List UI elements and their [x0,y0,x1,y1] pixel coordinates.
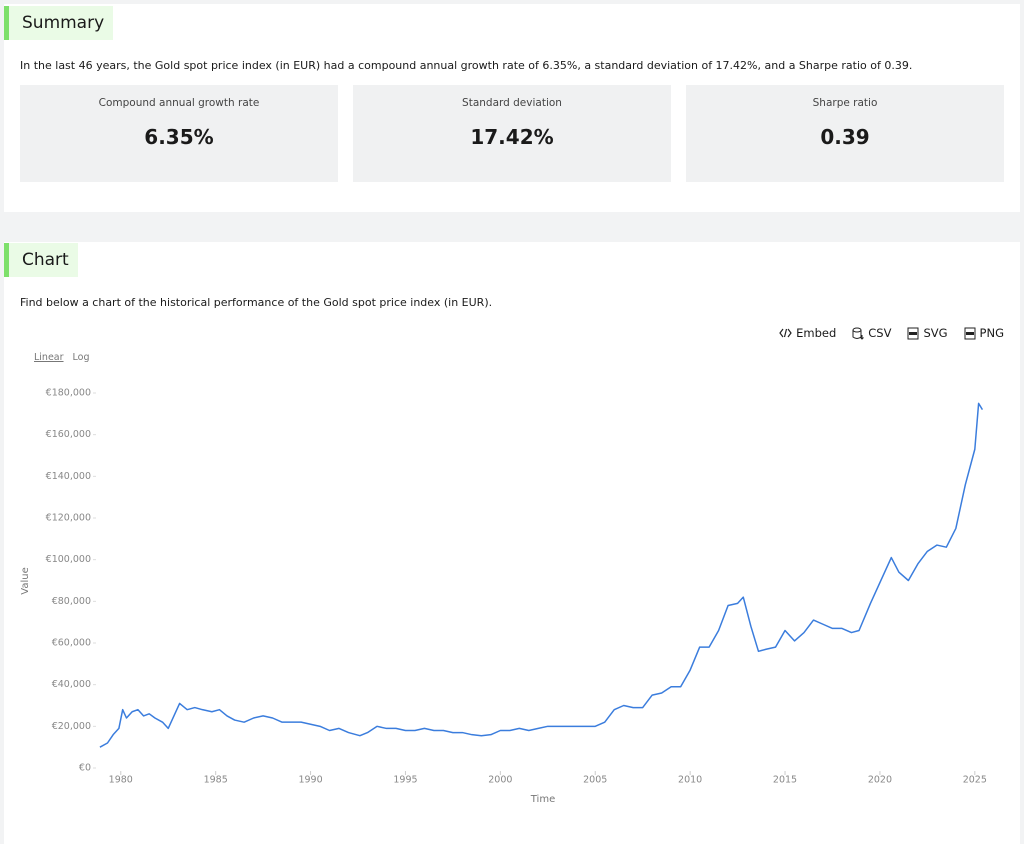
stat-card: Compound annual growth rate 6.35% [20,85,338,182]
chart-card: Chart Find below a chart of the historic… [4,242,1020,844]
scale-option[interactable]: Log [72,352,90,363]
summary-text: In the last 46 years, the Gold spot pric… [20,59,913,72]
icon [852,327,865,340]
action-label: Embed [796,326,837,340]
svg-button[interactable]: SVG [907,326,948,340]
png-button[interactable]: PNG [964,326,1004,340]
summary-card: Summary In the last 46 years, the Gold s… [4,4,1020,212]
toolbar: Embed CSV SVG PNG [779,326,1004,340]
stat-card: Sharpe ratio 0.39 [686,85,1004,182]
stat-label: Compound annual growth rate [98,97,260,109]
icon [779,328,792,338]
scale-option[interactable]: Linear [34,352,64,363]
action-label: PNG [979,326,1004,340]
action-label: SVG [923,326,948,340]
csv-button[interactable]: CSV [852,326,891,340]
stat-label: Standard deviation [462,97,562,109]
chart-text: Find below a chart of the historical per… [20,296,493,309]
embed-button[interactable]: Embed [779,326,836,340]
stat-value: 17.42% [470,125,554,149]
section-heading: Chart [4,243,78,277]
section-heading: Summary [4,6,114,40]
icon [964,327,976,339]
icon [907,327,919,339]
action-label: CSV [868,326,892,340]
scale-toggle: Linear Log [34,352,90,363]
stat-value: 0.39 [820,125,870,149]
stat-card: Standard deviation 17.42% [353,85,671,182]
stat-label: Sharpe ratio [812,97,878,109]
stat-value: 6.35% [144,125,214,149]
